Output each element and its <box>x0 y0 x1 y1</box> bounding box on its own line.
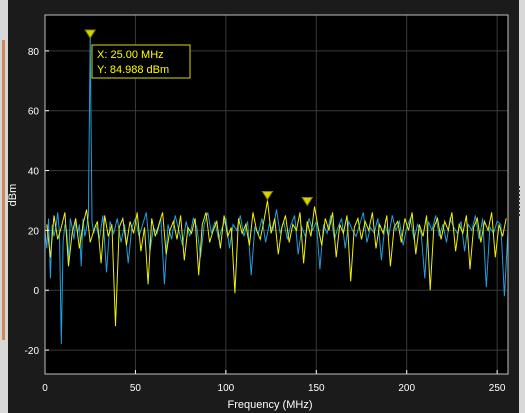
peak-marker-icon[interactable] <box>261 190 274 201</box>
peak-marker-icon[interactable] <box>301 196 314 207</box>
x-tick-label: 150 <box>308 383 325 394</box>
x-tick-label: 100 <box>218 383 235 394</box>
peak-marker-icon[interactable] <box>84 29 97 39</box>
series-line-2 <box>46 200 507 327</box>
y-tick-label: 20 <box>28 226 40 237</box>
datatip-y-text: Y: 84.988 dBm <box>97 64 169 76</box>
left-panel-edge <box>0 0 8 413</box>
y-tick-label: 80 <box>28 47 40 58</box>
y-axis-label: dBm <box>7 184 19 207</box>
series-line-1 <box>44 35 509 345</box>
resize-grip-icon[interactable] <box>518 186 524 216</box>
y-tick-label: -20 <box>25 346 40 357</box>
y-tick-label: 60 <box>28 107 40 118</box>
y-tick-label: 0 <box>33 286 39 297</box>
x-tick-label: 50 <box>130 383 142 394</box>
datatip-x-text: X: 25.00 MHz <box>97 49 164 61</box>
plot-frame <box>44 14 509 375</box>
right-panel-edge <box>518 0 525 413</box>
datatip[interactable]: X: 25.00 MHz Y: 84.988 dBm <box>91 44 191 79</box>
x-axis-label: Frequency (MHz) <box>228 399 313 411</box>
y-tick-label: 40 <box>28 167 40 178</box>
datatip-box <box>91 44 191 79</box>
left-panel-trace <box>2 40 5 340</box>
x-tick-label: 0 <box>42 383 48 394</box>
x-tick-label: 250 <box>489 383 506 394</box>
x-tick-label: 200 <box>398 383 415 394</box>
